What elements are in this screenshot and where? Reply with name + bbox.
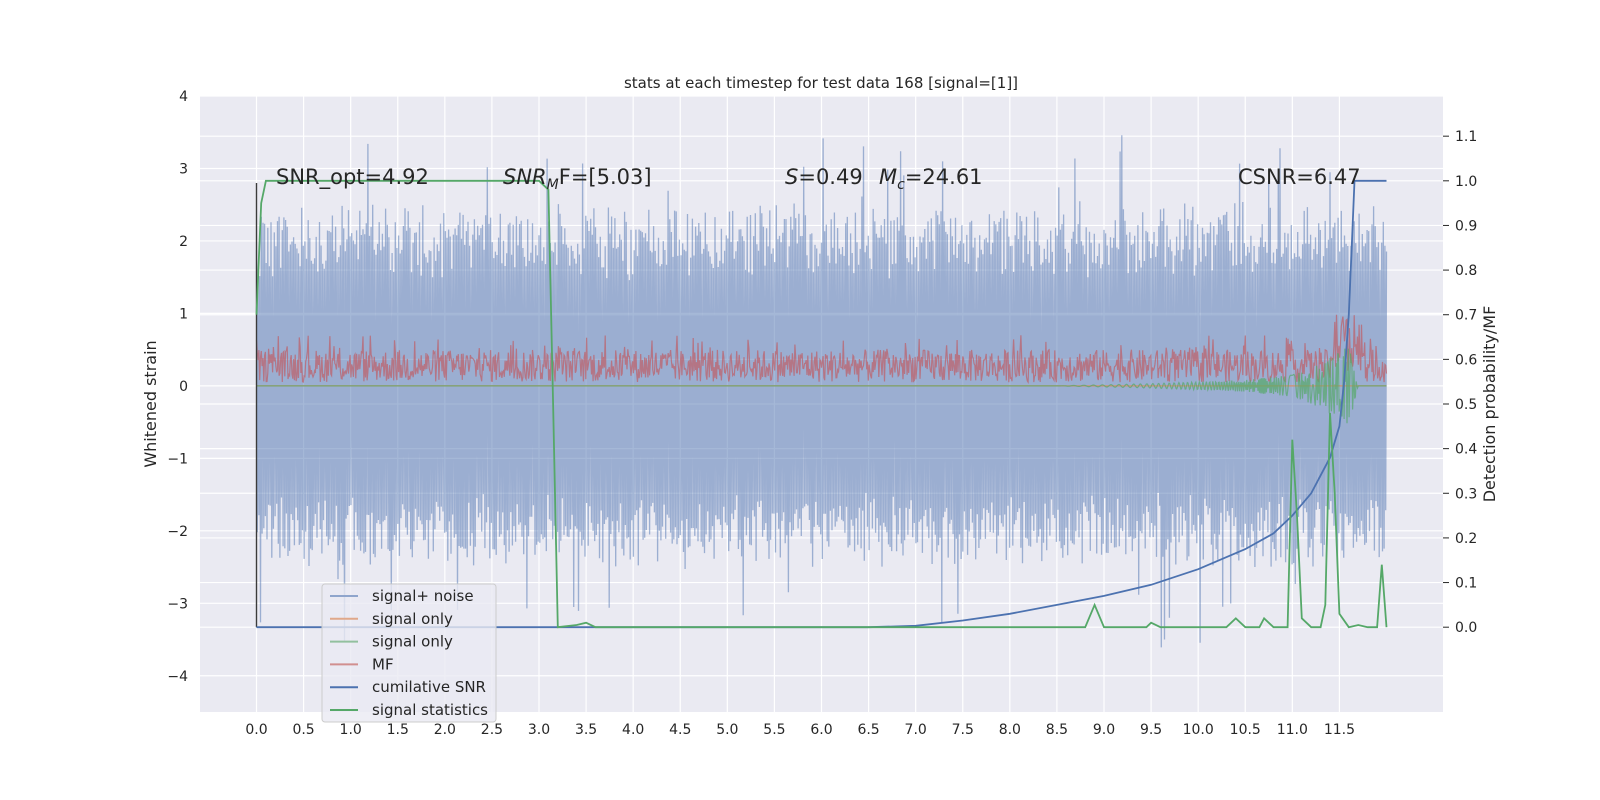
x-tick-label: 6.5 bbox=[857, 722, 879, 738]
y-left-axis-label: Whitened strain bbox=[141, 340, 160, 467]
x-tick-label: 3.0 bbox=[528, 722, 550, 738]
mc-sub: c bbox=[897, 177, 905, 193]
y-right-tick-label: 0.2 bbox=[1455, 531, 1477, 547]
mf-series bbox=[255, 314, 1388, 384]
x-tick-label: 11.5 bbox=[1324, 722, 1355, 738]
annotations: SNR_opt=4.92 SNRMF=[5.03] S=0.49 Mc=24.6… bbox=[276, 165, 1361, 193]
signal-noise-line bbox=[255, 135, 1388, 648]
x-tick-label: 2.0 bbox=[434, 722, 456, 738]
legend-label: cumilative SNR bbox=[372, 678, 486, 696]
x-tick-label: 6.0 bbox=[810, 722, 832, 738]
legend-label: signal statistics bbox=[372, 701, 488, 719]
s-annotation: S=0.49 bbox=[785, 165, 863, 189]
y-left-tick-label: 0 bbox=[179, 379, 188, 395]
s-prefix: S bbox=[785, 165, 798, 189]
x-tick-label: 5.0 bbox=[716, 722, 738, 738]
x-tick-label: 0.0 bbox=[245, 722, 267, 738]
y-right-tick-label: 0.0 bbox=[1455, 620, 1477, 636]
signal-statistics-line bbox=[255, 179, 1388, 629]
y-left-tick-label: 1 bbox=[179, 306, 188, 322]
x-tick-label: 8.5 bbox=[1046, 722, 1068, 738]
line-series bbox=[255, 179, 1388, 629]
x-tick-label: 10.5 bbox=[1230, 722, 1261, 738]
y-right-tick-label: 0.6 bbox=[1455, 352, 1477, 368]
y-right-tick-label: 0.8 bbox=[1455, 263, 1477, 279]
legend-label: signal only bbox=[372, 610, 453, 628]
x-tick-label: 4.5 bbox=[669, 722, 691, 738]
mc-annotation: Mc=24.61 bbox=[879, 165, 983, 193]
legend: signal+ noise signal only signal only MF cum… bbox=[321, 583, 497, 723]
y-right-tick-label: 1.1 bbox=[1455, 129, 1477, 145]
x-tick-label: 5.5 bbox=[763, 722, 785, 738]
y-left-tick-label: 3 bbox=[179, 161, 188, 177]
x-tick-label: 10.0 bbox=[1183, 722, 1214, 738]
y-left-axis-ticks: 4 3 2 1 0 −1 −2 −3 −4 bbox=[167, 89, 188, 685]
x-tick-label: 8.0 bbox=[999, 722, 1021, 738]
y-right-axis-ticks: 1.1 1.0 0.9 0.8 0.7 0.6 0.5 0.4 0.3 0.2 0.1 0.0 bbox=[1443, 129, 1477, 636]
mc-suffix: =24.61 bbox=[905, 165, 983, 189]
x-tick-label: 2.5 bbox=[481, 722, 503, 738]
x-tick-label: 7.0 bbox=[905, 722, 927, 738]
csnr-annotation: CSNR=6.47 bbox=[1238, 165, 1361, 189]
x-tick-label: 3.5 bbox=[575, 722, 597, 738]
snr-mf-prefix: SNR bbox=[503, 165, 547, 189]
y-right-tick-label: 0.9 bbox=[1455, 218, 1477, 234]
x-tick-label: 0.5 bbox=[292, 722, 314, 738]
x-tick-label: 11.0 bbox=[1277, 722, 1308, 738]
y-right-tick-label: 0.3 bbox=[1455, 486, 1477, 502]
x-tick-label: 1.5 bbox=[387, 722, 409, 738]
x-tick-label: 7.5 bbox=[952, 722, 974, 738]
mf-line bbox=[255, 314, 1388, 384]
x-tick-label: 9.5 bbox=[1140, 722, 1162, 738]
y-left-tick-label: −3 bbox=[167, 596, 188, 612]
cumulative-snr-line bbox=[256, 179, 1387, 629]
y-right-axis-label: Detection probability/MF bbox=[1480, 306, 1499, 503]
legend-label: signal only bbox=[372, 633, 453, 651]
x-tick-label: 4.0 bbox=[622, 722, 644, 738]
snr-mf-annotation: SNRMF=[5.03] bbox=[503, 165, 652, 193]
legend-label: MF bbox=[372, 655, 394, 673]
y-right-tick-label: 0.4 bbox=[1455, 442, 1477, 458]
y-left-tick-label: −2 bbox=[167, 524, 188, 540]
y-left-tick-label: −1 bbox=[167, 451, 188, 467]
y-right-tick-label: 0.5 bbox=[1455, 397, 1477, 413]
mc-prefix: M bbox=[879, 165, 897, 189]
y-left-tick-label: −4 bbox=[167, 669, 188, 685]
y-right-tick-label: 0.7 bbox=[1455, 308, 1477, 324]
y-left-tick-label: 2 bbox=[179, 234, 188, 250]
legend-box bbox=[321, 583, 497, 723]
chart-title: stats at each timestep for test data 168… bbox=[624, 74, 1018, 92]
y-right-tick-label: 0.1 bbox=[1455, 576, 1477, 592]
x-tick-label: 9.0 bbox=[1093, 722, 1115, 738]
x-tick-label: 1.0 bbox=[340, 722, 362, 738]
signal-only-green-line bbox=[256, 348, 1387, 424]
y-left-tick-label: 4 bbox=[179, 89, 188, 105]
snr-mf-suffix: F=[5.03] bbox=[559, 165, 652, 189]
y-right-tick-label: 1.0 bbox=[1455, 174, 1477, 190]
signal-noise-series bbox=[255, 135, 1388, 648]
s-suffix: =0.49 bbox=[798, 165, 862, 189]
x-axis-ticks: 0.0 0.5 1.0 1.5 2.0 2.5 3.0 3.5 4.0 4.5 5.0 5.5 6.0 6… bbox=[245, 722, 1355, 738]
snr-opt-annotation: SNR_opt=4.92 bbox=[276, 165, 429, 190]
snr-mf-sub: M bbox=[547, 177, 559, 193]
legend-label: signal+ noise bbox=[372, 587, 474, 605]
